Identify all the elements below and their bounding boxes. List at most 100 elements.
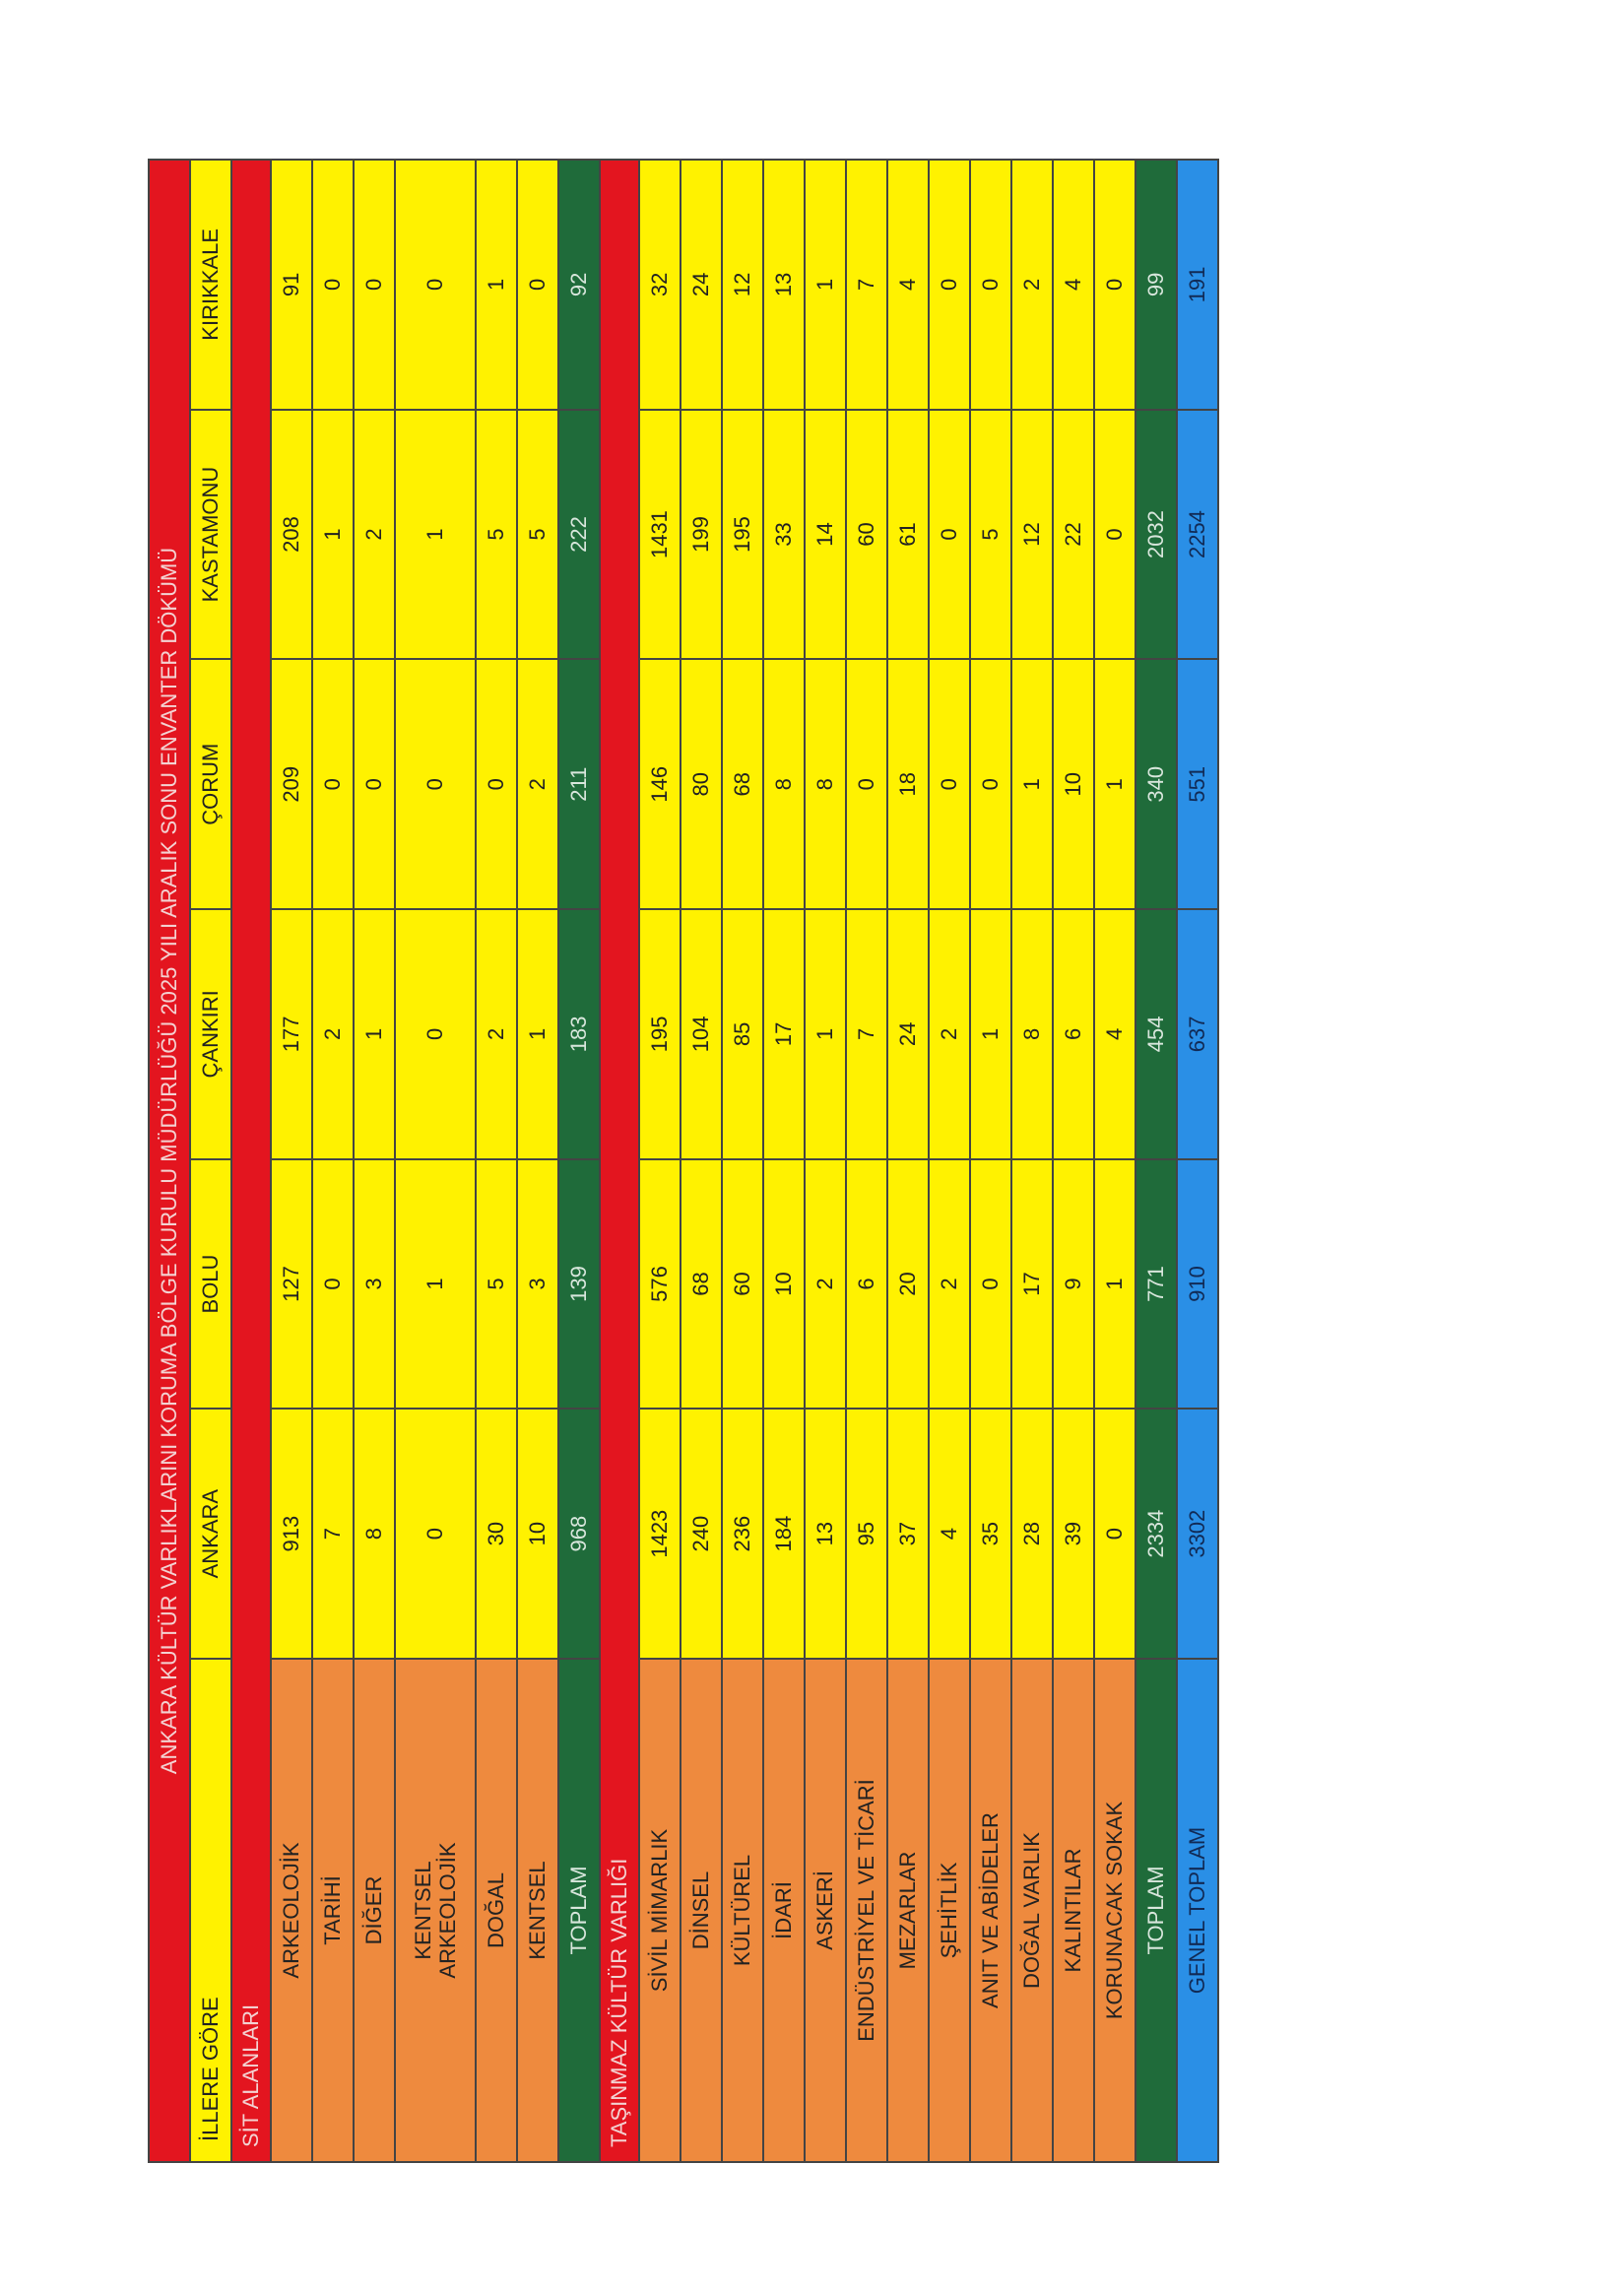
cell-value: 2 <box>354 409 395 660</box>
section-title: TAŞINMAZ KÜLTÜR VARLIĞI <box>600 160 639 2162</box>
cell-value: 1431 <box>639 409 681 660</box>
cell-value: 6 <box>1053 909 1094 1159</box>
cell-value: 2 <box>1011 160 1053 410</box>
cell-value: 2 <box>805 1158 846 1410</box>
cell-value: 910 <box>1177 1158 1218 1410</box>
cell-value: 191 <box>1177 160 1218 410</box>
total-row: TOPLAM 968 139 183 211 222 92 <box>558 160 600 2162</box>
row-label: ASKERİ <box>805 1659 846 2162</box>
cell-value: 8 <box>354 1409 395 1659</box>
cell-value: 454 <box>1135 909 1177 1159</box>
cell-value: 35 <box>970 1409 1011 1659</box>
cell-value: 1 <box>1094 659 1135 910</box>
data-row: ARKEOLOJİK 913 127 177 209 208 91 <box>271 160 312 2162</box>
row-label: TARİHİ <box>312 1659 354 2162</box>
province-header: KIRIKKALE <box>190 160 231 410</box>
cell-value: 1423 <box>639 1409 681 1659</box>
cell-value: 0 <box>970 160 1011 410</box>
cell-value: 22 <box>1053 409 1094 660</box>
cell-value: 4 <box>1094 909 1135 1159</box>
row-label: TOPLAM <box>1135 1659 1177 2162</box>
data-row: DOĞAL VARLIK 28 17 8 1 12 2 <box>1011 160 1053 2162</box>
data-row: İDARİ 184 10 17 8 33 13 <box>763 160 805 2162</box>
cell-value: 68 <box>722 659 763 910</box>
row-label: SİVİL MİMARLIK <box>639 1659 681 2162</box>
cell-value: 576 <box>639 1158 681 1410</box>
row-label: KALINTILAR <box>1053 1659 1094 2162</box>
cell-value: 0 <box>1094 409 1135 660</box>
row-label: KORUNACAK SOKAK <box>1094 1659 1135 2162</box>
cell-value: 24 <box>887 909 929 1159</box>
cell-value: 80 <box>681 659 722 910</box>
data-row: ASKERİ 13 2 1 8 14 1 <box>805 160 846 2162</box>
cell-value: 0 <box>395 659 476 910</box>
cell-value: 0 <box>354 160 395 410</box>
data-row: MEZARLAR 37 20 24 18 61 4 <box>887 160 929 2162</box>
cell-value: 1 <box>395 1158 476 1410</box>
cell-value: 0 <box>970 659 1011 910</box>
cell-value: 2 <box>476 909 517 1159</box>
cell-value: 24 <box>681 160 722 410</box>
cell-value: 0 <box>846 659 887 910</box>
cell-value: 340 <box>1135 659 1177 910</box>
data-row: KENTSEL 10 3 1 2 5 0 <box>517 160 558 2162</box>
cell-value: 10 <box>1053 659 1094 910</box>
cell-value: 5 <box>517 409 558 660</box>
row-label: DOĞAL <box>476 1659 517 2162</box>
cell-value: 1 <box>395 409 476 660</box>
cell-value: 17 <box>763 909 805 1159</box>
data-row: ENDÜSTRİYEL VE TİCARİ 95 6 7 0 60 7 <box>846 160 887 2162</box>
row-label: ANIT VE ABİDELER <box>970 1659 1011 2162</box>
data-row: DOĞAL 30 5 2 0 5 1 <box>476 160 517 2162</box>
cell-value: 0 <box>395 160 476 410</box>
section-row: SİT ALANLARI <box>231 160 271 2162</box>
cell-value: 0 <box>517 160 558 410</box>
cell-value: 10 <box>763 1158 805 1410</box>
cell-value: 60 <box>722 1158 763 1410</box>
table-body: ANKARA KÜLTÜR VARLIKLARINI KORUMA BÖLGE … <box>149 160 1218 2162</box>
cell-value: 9 <box>1053 1158 1094 1410</box>
cell-value: 146 <box>639 659 681 910</box>
row-label: KENTSEL <box>517 1659 558 2162</box>
cell-value: 1 <box>805 160 846 410</box>
cell-value: 1 <box>1011 659 1053 910</box>
province-header: ÇORUM <box>190 659 231 910</box>
cell-value: 17 <box>1011 1158 1053 1410</box>
cell-value: 0 <box>929 409 970 660</box>
cell-value: 39 <box>1053 1409 1094 1659</box>
cell-value: 4 <box>887 160 929 410</box>
data-row: KENTSEL ARKEOLOJİK 0 1 0 0 1 0 <box>395 160 476 2162</box>
row-label: KÜLTÜREL <box>722 1659 763 2162</box>
cell-value: 2 <box>929 1158 970 1410</box>
row-header: İLLERE GÖRE <box>190 1659 231 2162</box>
cell-value: 183 <box>558 909 600 1159</box>
cell-value: 1 <box>1094 1158 1135 1410</box>
row-label: KENTSEL ARKEOLOJİK <box>395 1659 476 2162</box>
cell-value: 0 <box>970 1158 1011 1410</box>
row-label: ŞEHİTLİK <box>929 1659 970 2162</box>
cell-value: 1 <box>354 909 395 1159</box>
cell-value: 2334 <box>1135 1409 1177 1659</box>
cell-value: 91 <box>271 160 312 410</box>
row-label: DİĞER <box>354 1659 395 2162</box>
data-row: KÜLTÜREL 236 60 85 68 195 12 <box>722 160 763 2162</box>
data-row: DİĞER 8 3 1 0 2 0 <box>354 160 395 2162</box>
row-label: TOPLAM <box>558 1659 600 2162</box>
province-header: KASTAMONU <box>190 409 231 660</box>
cell-value: 10 <box>517 1409 558 1659</box>
cell-value: 61 <box>887 409 929 660</box>
cell-value: 6 <box>846 1158 887 1410</box>
cell-value: 8 <box>1011 909 1053 1159</box>
cell-value: 236 <box>722 1409 763 1659</box>
row-label: İDARİ <box>763 1659 805 2162</box>
cell-value: 68 <box>681 1158 722 1410</box>
cell-value: 8 <box>805 659 846 910</box>
cell-value: 95 <box>846 1409 887 1659</box>
cell-value: 0 <box>929 659 970 910</box>
data-row: DİNSEL 240 68 104 80 199 24 <box>681 160 722 2162</box>
table-title: ANKARA KÜLTÜR VARLIKLARINI KORUMA BÖLGE … <box>149 160 190 2162</box>
cell-value: 7 <box>312 1409 354 1659</box>
cell-value: 2 <box>929 909 970 1159</box>
data-row: ANIT VE ABİDELER 35 0 1 0 5 0 <box>970 160 1011 2162</box>
